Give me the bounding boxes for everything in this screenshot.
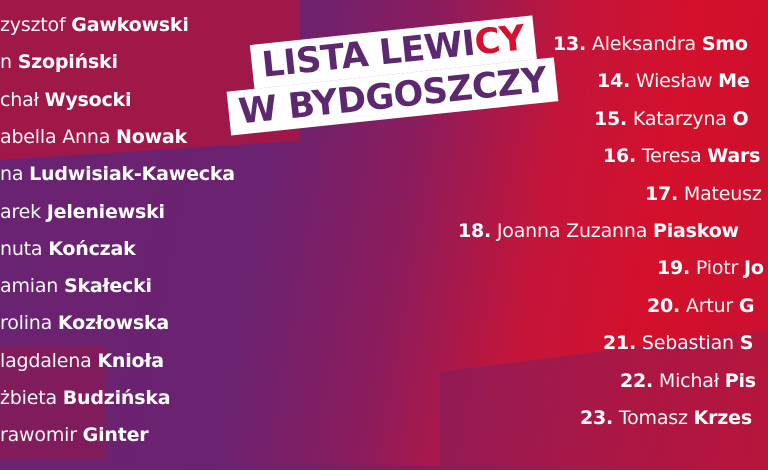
candidate-item: zysztof Gawkowski (0, 14, 189, 36)
candidate-last-name: Nowak (116, 125, 187, 148)
candidate-item: 13. Aleksandra Smo (553, 33, 748, 55)
candidate-item: 18. Joanna Zuzanna Piaskow (458, 220, 739, 242)
candidate-item: abella Anna Nowak (0, 126, 187, 148)
candidate-item: 22. Michał Pis (620, 370, 756, 392)
bg-shape-magenta (0, 345, 105, 460)
candidate-first-name: rawomir (0, 424, 77, 447)
candidate-item: lagdalena Knioła (0, 350, 164, 372)
candidate-item: 23. Tomasz Krzes (580, 407, 752, 429)
candidate-last-name: O (732, 107, 749, 130)
candidate-first-name: Artur (685, 294, 734, 317)
candidate-item: na Ludwisiak-Kawecka (0, 163, 235, 185)
candidate-first-name: Aleksandra (591, 33, 696, 55)
candidate-first-name: abella Anna (0, 125, 111, 148)
candidate-item: 20. Artur G (647, 295, 754, 317)
candidate-item: n Szopiński (0, 51, 118, 73)
candidate-last-name: Knioła (97, 349, 164, 372)
candidate-last-name: S (739, 332, 754, 355)
candidate-first-name: Sebastian (641, 332, 734, 355)
candidate-number: 21. (603, 332, 637, 355)
candidate-number: 17. (645, 182, 679, 205)
candidate-number: 19. (657, 257, 691, 280)
candidate-last-name: Wars (707, 145, 761, 168)
candidate-number: 15. (594, 107, 628, 130)
candidate-last-name: Gawkowski (71, 14, 189, 36)
candidate-number: 13. (553, 33, 587, 55)
candidate-last-name: Szopiński (17, 51, 118, 74)
candidate-last-name: Smo (701, 33, 748, 55)
candidate-first-name: Michał (658, 369, 719, 392)
candidate-first-name: Wiesław (635, 70, 713, 93)
candidate-first-name: Katarzyna (632, 107, 727, 130)
candidate-item: 15. Katarzyna O (594, 107, 749, 130)
candidate-first-name: Mateusz (683, 182, 762, 205)
candidate-first-name: zysztof (0, 14, 66, 36)
candidate-last-name: G (738, 294, 755, 317)
candidate-last-name: Piaskow (653, 220, 739, 242)
candidate-item: 19. Piotr Jo (657, 257, 764, 279)
candidate-last-name: Kończak (48, 237, 136, 260)
candidate-first-name: Piotr (695, 257, 739, 280)
candidate-last-name: Jo (743, 257, 764, 280)
candidate-first-name: n (0, 51, 12, 74)
candidate-first-name: chał (0, 88, 39, 111)
candidate-first-name: lagdalena (0, 349, 92, 372)
candidate-first-name: rolina (0, 312, 53, 335)
candidate-item: nuta Kończak (0, 238, 136, 260)
candidate-number: 23. (580, 407, 614, 429)
candidate-first-name: Teresa (641, 145, 702, 168)
candidate-last-name: Jeleniewski (46, 200, 165, 223)
candidate-item: żbieta Budzińska (0, 387, 171, 409)
candidate-item: 21. Sebastian S (603, 332, 753, 354)
candidate-last-name: Wysocki (44, 88, 132, 111)
candidate-number: 18. (458, 220, 492, 242)
candidate-last-name: Kozłowska (57, 312, 170, 335)
candidate-last-name: Ludwisiak-Kawecka (29, 163, 235, 186)
candidate-first-name: amian (0, 275, 59, 298)
candidate-last-name: Skałecki (63, 275, 152, 298)
candidate-item: amian Skałecki (0, 275, 152, 297)
candidate-first-name: nuta (0, 237, 43, 260)
candidate-last-name: Krzes (693, 407, 753, 429)
candidate-item: chał Wysocki (0, 89, 131, 111)
candidate-last-name: Budzińska (62, 387, 171, 409)
title-text-1-red: CY (472, 18, 527, 64)
candidate-item: arek Jeleniewski (0, 201, 165, 223)
candidate-number: 22. (620, 369, 654, 392)
candidate-item: 14. Wiesław Me (597, 70, 750, 92)
candidate-last-name: Ginter (82, 424, 149, 447)
candidate-last-name: Pis (724, 369, 756, 392)
candidate-number: 16. (603, 145, 637, 168)
candidate-last-name: Me (718, 70, 750, 93)
candidate-item: rawomir Ginter (0, 424, 149, 447)
candidate-number: 20. (647, 294, 681, 317)
candidate-first-name: żbieta (0, 387, 57, 409)
candidate-item: rolina Kozłowska (0, 312, 169, 334)
candidate-first-name: Joanna Zuzanna (496, 220, 648, 242)
candidate-first-name: Tomasz (618, 407, 688, 429)
candidate-first-name: arek (0, 200, 41, 223)
candidate-first-name: na (0, 163, 24, 186)
candidate-item: 16. Teresa Wars (603, 145, 760, 167)
candidate-item: 17. Mateusz (645, 183, 762, 205)
candidate-number: 14. (597, 70, 631, 93)
